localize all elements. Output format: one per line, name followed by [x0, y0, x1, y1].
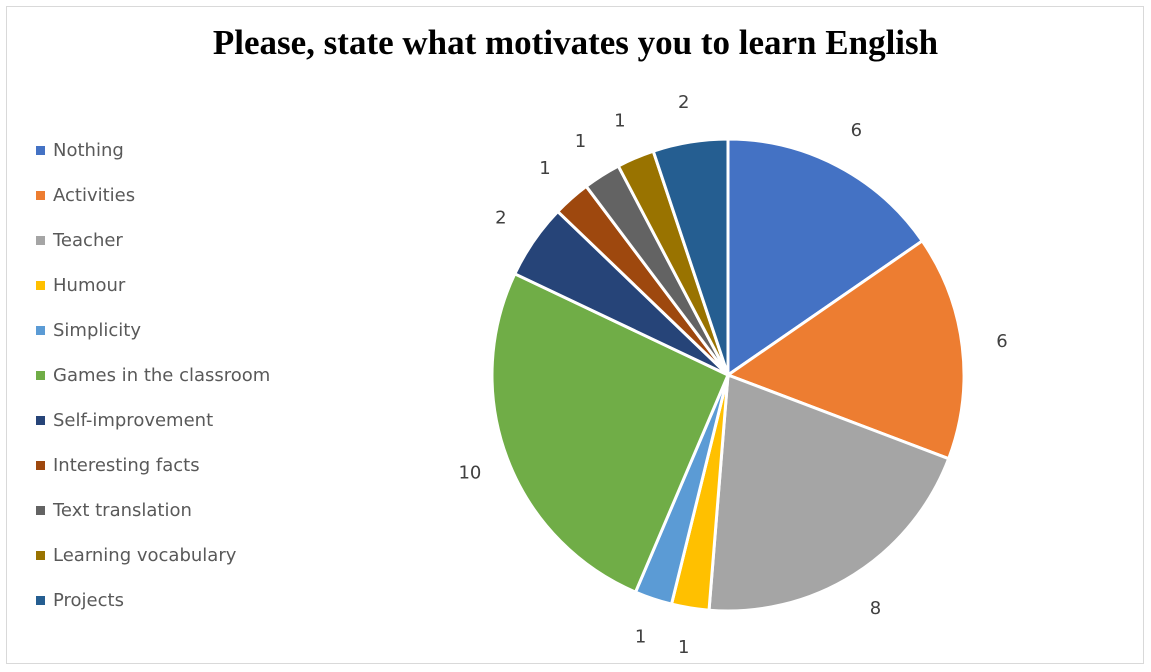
legend-label: Interesting facts [53, 455, 200, 476]
legend-swatch [36, 596, 45, 605]
pie-slice [707, 373, 951, 613]
data-label: 1 [635, 626, 646, 647]
legend-label: Text translation [53, 500, 192, 521]
data-label: 2 [495, 208, 506, 229]
legend-item: Self-improvement [36, 403, 270, 448]
legend-swatch [36, 506, 45, 515]
legend-label: Learning vocabulary [53, 545, 237, 566]
legend-swatch [36, 236, 45, 245]
legend-swatch [36, 326, 45, 335]
legend-label: Self-improvement [53, 410, 214, 431]
legend-swatch [36, 281, 45, 290]
legend-item: Games in the classroom [36, 358, 270, 403]
legend-label: Humour [53, 275, 126, 296]
data-label: 1 [678, 637, 689, 658]
data-label: 6 [996, 331, 1007, 352]
legend-item: Simplicity [36, 313, 270, 358]
data-label: 6 [851, 120, 862, 141]
legend-item: Interesting facts [36, 448, 270, 493]
data-label: 1 [575, 131, 586, 152]
data-label: 10 [458, 462, 481, 483]
legend-item: Teacher [36, 223, 270, 268]
legend-swatch [36, 146, 45, 155]
legend-item: Activities [36, 178, 270, 223]
data-label: 1 [614, 111, 625, 132]
legend-label: Simplicity [53, 320, 141, 341]
pie-slice [726, 239, 966, 461]
chart-title: Please, state what motivates you to lear… [212, 23, 939, 62]
legend-label: Projects [53, 590, 124, 611]
legend-item: Humour [36, 268, 270, 313]
legend-swatch [36, 461, 45, 470]
legend-item: Nothing [36, 133, 270, 178]
data-label: 1 [539, 158, 550, 179]
data-label: 8 [870, 598, 881, 619]
data-label: 2 [678, 92, 689, 113]
legend-item: Text translation [36, 493, 270, 538]
legend-label: Teacher [53, 230, 123, 251]
pie-slice [726, 137, 924, 377]
legend-label: Games in the classroom [53, 365, 271, 386]
legend-swatch [36, 551, 45, 560]
pie-slice [490, 272, 730, 594]
legend-label: Nothing [53, 140, 124, 161]
legend-swatch [36, 191, 45, 200]
legend-swatch [36, 416, 45, 425]
pie-slice [651, 137, 730, 377]
legend-label: Activities [53, 185, 136, 206]
legend: Nothing Activities Teacher Humour Simplicity… [36, 133, 270, 628]
legend-item: Learning vocabulary [36, 538, 270, 583]
legend-swatch [36, 371, 45, 380]
legend-item: Projects [36, 583, 270, 628]
